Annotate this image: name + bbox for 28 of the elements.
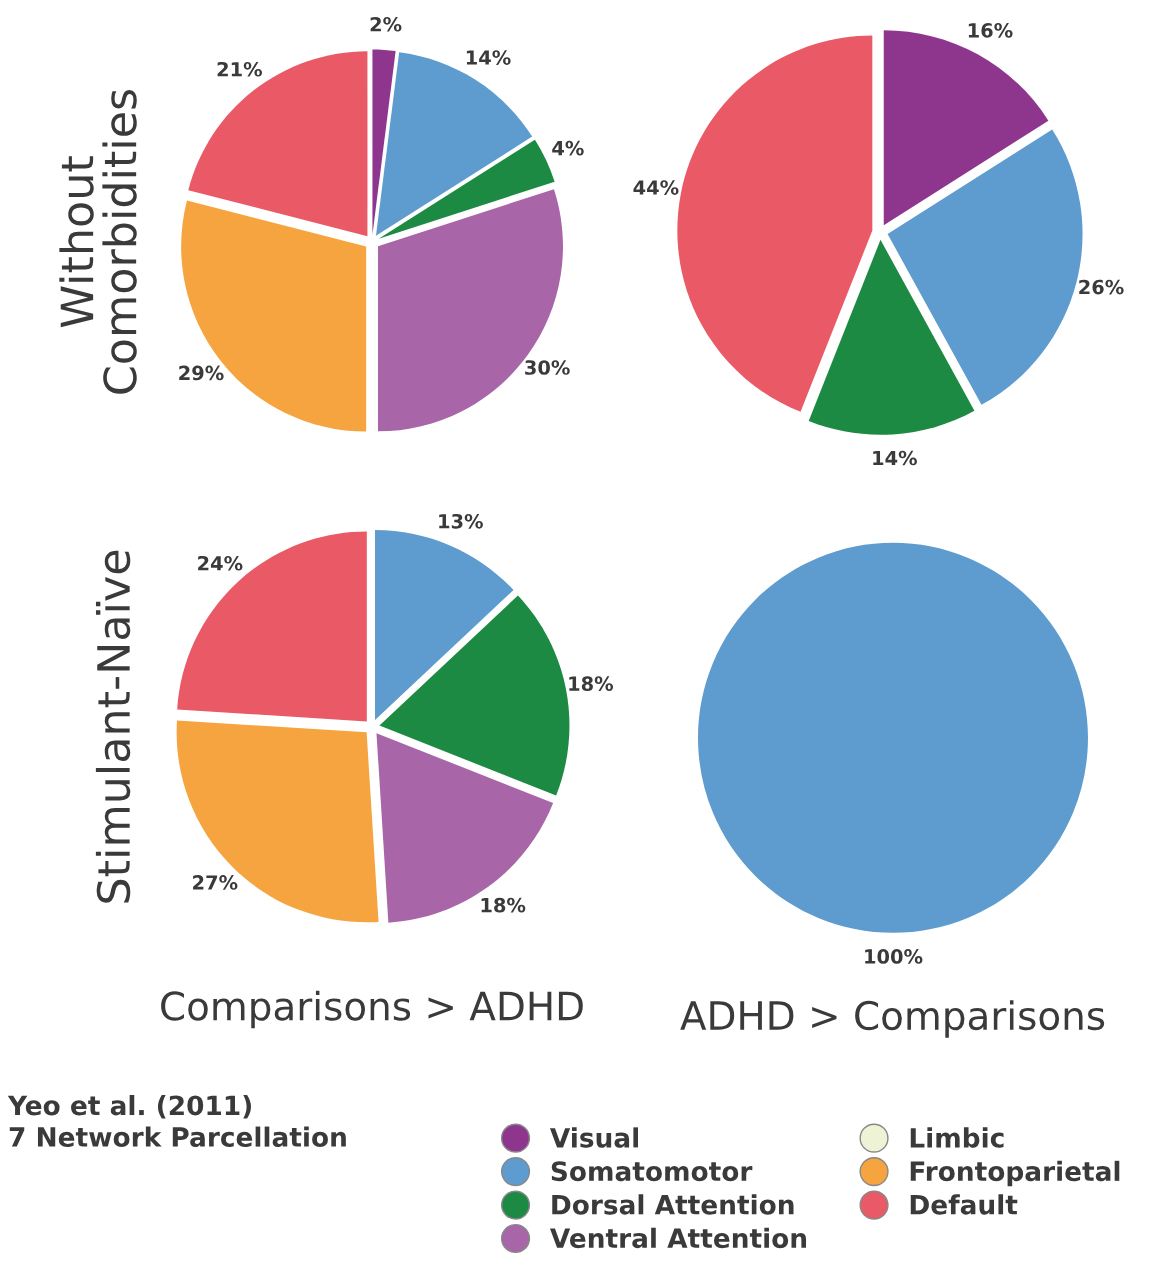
legend-label: Somatomotor: [551, 1161, 753, 1182]
data-label: 27%: [193, 875, 238, 890]
data-label: 29%: [179, 365, 224, 381]
data-label: 30%: [525, 360, 570, 375]
data-label: 14%: [873, 450, 917, 466]
legend-label: Default: [910, 1194, 1018, 1215]
data-label: 13%: [439, 513, 483, 529]
legend-label: Visual: [549, 1127, 638, 1148]
data-label: 4%: [552, 140, 584, 156]
data-label: 44%: [633, 180, 679, 195]
legend-label: Ventral Attention: [549, 1227, 807, 1249]
legend-label: Limbic: [910, 1127, 1004, 1148]
data-label: 18%: [481, 897, 526, 913]
data-label: 2%: [370, 16, 402, 32]
text: Stimulant-Naïve: [95, 550, 131, 903]
legend-label: Frontoparietal: [910, 1160, 1120, 1187]
text: Without Comorbidities: [59, 89, 137, 394]
legend-title: Yeo et al. (2011) 7 Network Parcellation: [7, 1095, 346, 1147]
data-label: 16%: [968, 23, 1013, 38]
legend-label: Dorsal Attention: [552, 1194, 794, 1215]
text: Comparisons > ADHD: [161, 990, 583, 1029]
data-label: 100%: [865, 949, 923, 964]
data-label: 18%: [569, 676, 614, 691]
data-label: 24%: [198, 555, 243, 571]
data-label: 14%: [466, 50, 511, 65]
text: ADHD > Comparisons: [680, 1000, 1105, 1038]
data-label: 21%: [217, 61, 262, 77]
data-label: 26%: [1079, 279, 1124, 295]
